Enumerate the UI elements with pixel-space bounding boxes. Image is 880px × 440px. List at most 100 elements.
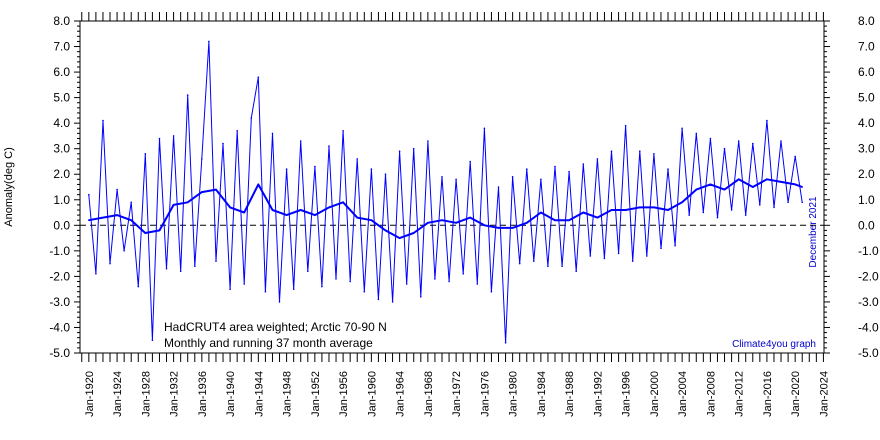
x-tick-label: Jan-1932: [169, 371, 181, 417]
running-average-line-point: [469, 216, 472, 219]
x-tick-label: Jan-1968: [423, 371, 435, 417]
running-average-line-point: [201, 191, 203, 193]
monthly-line-point: [285, 168, 288, 170]
monthly-line-point: [292, 288, 295, 291]
running-average-line-point: [526, 222, 528, 224]
monthly-line-point: [307, 270, 309, 273]
running-average-line-point: [130, 219, 132, 221]
y-tick-label-right: 8.0: [858, 14, 875, 28]
monthly-line-point: [109, 262, 111, 265]
monthly-line-point: [243, 283, 245, 285]
running-average-line-point: [186, 201, 189, 204]
monthly-line-point: [766, 119, 768, 122]
monthly-line-point: [610, 150, 613, 152]
credit-label: Climate4you graph: [732, 339, 816, 350]
monthly-line-point: [384, 173, 387, 175]
monthly-line-point: [511, 176, 514, 178]
running-average-line-point: [801, 186, 803, 188]
monthly-line-point: [518, 262, 521, 265]
monthly-line-point: [434, 278, 436, 280]
monthly-line-point: [660, 247, 662, 250]
y-tick-label-right: 4.0: [858, 116, 875, 130]
running-average-line-point: [695, 188, 698, 191]
monthly-line-point: [695, 132, 698, 135]
monthly-line-point: [102, 119, 104, 122]
monthly-line-point: [639, 150, 641, 152]
annotation-line-2: Monthly and running 37 month average: [164, 336, 373, 350]
running-average-line-point: [483, 224, 486, 227]
monthly-line-point: [723, 147, 726, 150]
monthly-line-point: [208, 40, 210, 43]
running-average-line-point: [314, 214, 316, 216]
running-average-line-point: [752, 186, 754, 188]
monthly-line-point: [186, 94, 189, 96]
monthly-line-point: [752, 142, 754, 145]
monthly-line-point: [801, 201, 803, 204]
y-axis-left: 8.0 7.0 6.0 5.0 4.0 3.0 2.0 1.0 0.0 -1.0 -2.0 -3.0 -…: [49, 14, 80, 360]
monthly-line-point: [356, 158, 359, 160]
y-tick-label-left: 3.0: [53, 142, 70, 156]
x-tick-label: Jan-1996: [621, 371, 633, 417]
monthly-line-point: [328, 145, 330, 147]
y-axis-right: 8.0 7.0 6.0 5.0 4.0 3.0 2.0 1.0 0.0 -1.0 -2.0 -3.0 -…: [824, 14, 879, 360]
monthly-line: [88, 40, 803, 344]
running-average-line-point: [582, 211, 585, 214]
running-average-line-point: [398, 237, 401, 239]
monthly-line-point: [194, 265, 196, 268]
monthly-line-point: [455, 178, 457, 181]
x-tick-label: Jan-1944: [253, 371, 265, 417]
y-tick-label-right: 3.0: [858, 142, 875, 156]
monthly-line-point: [137, 285, 140, 288]
running-average-line-point: [116, 214, 118, 216]
monthly-line-point: [201, 158, 203, 160]
y-tick-label-right: 1.0: [858, 193, 875, 207]
monthly-line-point: [681, 127, 683, 130]
running-average-line-point: [88, 219, 90, 221]
y-tick-label-right: -4.0: [858, 320, 879, 334]
x-tick-label: Jan-2004: [677, 371, 689, 417]
running-average-line-point: [540, 211, 542, 214]
running-average-line-point: [737, 178, 740, 181]
monthly-line-point: [540, 178, 542, 181]
monthly-line-point: [278, 301, 281, 303]
y-tick-label-left: -2.0: [49, 269, 70, 283]
x-axis: Jan-1920 Jan-1924 Jan-1928 Jan-1932 Jan-1936…: [81, 353, 830, 417]
monthly-line-point: [759, 204, 761, 206]
annotation-line-1: HadCRUT4 area weighted; Arctic 70-90 N: [164, 320, 387, 334]
monthly-line-point: [370, 168, 373, 170]
running-average-line-point: [709, 183, 712, 186]
y-tick-label-right: 5.0: [858, 91, 875, 105]
monthly-line-point: [631, 260, 634, 262]
running-average-line-point: [624, 209, 627, 211]
monthly-line-point: [342, 130, 344, 132]
monthly-line-point: [448, 280, 450, 283]
monthly-line-point: [271, 132, 274, 135]
monthly-line-point: [737, 140, 740, 142]
monthly-line-point: [264, 290, 267, 293]
monthly-line-point: [773, 206, 775, 209]
monthly-line-point: [709, 137, 712, 140]
running-average-line-point: [384, 229, 387, 232]
running-average-line-point: [370, 219, 373, 221]
monthly-line-point: [257, 76, 260, 78]
y-tick-label-left: -3.0: [49, 295, 70, 309]
monthly-line-point: [441, 176, 443, 178]
monthly-line-point: [116, 188, 118, 191]
running-average-line-point: [412, 232, 415, 234]
running-average-line-point: [455, 222, 457, 224]
x-tick-label: Jan-1952: [310, 371, 322, 417]
running-average-line-point: [568, 219, 570, 221]
monthly-line-point: [420, 296, 422, 298]
plot-frame: [79, 20, 825, 354]
y-tick-label-left: 2.0: [53, 167, 70, 181]
monthly-line-point: [568, 170, 570, 173]
y-tick-label-left: 5.0: [53, 91, 70, 105]
running-average-line-point: [144, 232, 147, 234]
running-average-line-point: [639, 206, 641, 209]
x-tick-label: Jan-1936: [197, 371, 209, 417]
monthly-line-point: [624, 124, 627, 127]
running-average-line-point: [215, 188, 217, 191]
monthly-line-point: [561, 265, 563, 268]
x-tick-label: Jan-1980: [508, 371, 520, 417]
